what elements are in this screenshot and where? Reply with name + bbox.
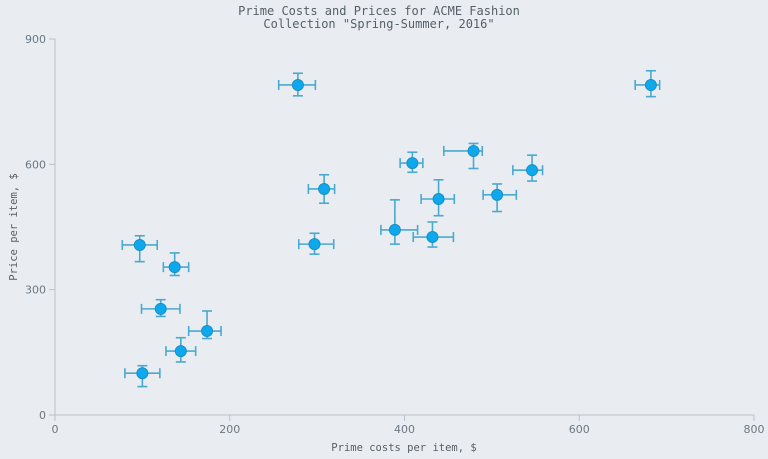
x-tick-label: 0 bbox=[52, 423, 59, 436]
point-marker[interactable] bbox=[526, 164, 539, 177]
point-marker[interactable] bbox=[318, 182, 331, 195]
x-tick-label: 200 bbox=[219, 423, 240, 436]
y-axis-ticks: 0 300 600 900 bbox=[25, 33, 55, 422]
x-axis-ticks: 0 200 400 600 800 bbox=[52, 415, 765, 436]
data-point[interactable] bbox=[482, 183, 518, 213]
data-point[interactable] bbox=[512, 154, 544, 182]
data-point[interactable] bbox=[121, 234, 159, 263]
y-tick-label: 300 bbox=[25, 284, 46, 297]
point-marker[interactable] bbox=[291, 78, 304, 91]
point-marker[interactable] bbox=[426, 231, 439, 244]
point-marker[interactable] bbox=[467, 144, 480, 157]
data-point[interactable] bbox=[277, 72, 317, 97]
point-marker[interactable] bbox=[133, 238, 146, 251]
point-marker[interactable] bbox=[388, 223, 401, 236]
x-tick-label: 800 bbox=[744, 423, 765, 436]
data-point[interactable] bbox=[443, 142, 484, 170]
data-point[interactable] bbox=[297, 232, 335, 255]
point-marker[interactable] bbox=[491, 188, 504, 201]
data-point[interactable] bbox=[124, 364, 161, 388]
x-tick-label: 400 bbox=[394, 423, 415, 436]
data-point[interactable] bbox=[307, 173, 336, 204]
chart-title-line-1: Prime Costs and Prices for ACME Fashion bbox=[238, 4, 520, 18]
point-marker[interactable] bbox=[154, 302, 167, 315]
data-point[interactable] bbox=[165, 336, 197, 363]
data-point[interactable] bbox=[399, 151, 424, 174]
y-axis-label: Price per item, $ bbox=[8, 173, 20, 280]
data-point[interactable] bbox=[412, 221, 455, 248]
chart-title: Prime Costs and Prices for ACME Fashion … bbox=[238, 4, 520, 31]
axes: 0 300 600 900 0 200 400 600 800 Prime costs per… bbox=[8, 33, 765, 454]
data-point[interactable] bbox=[140, 298, 181, 318]
data-point[interactable] bbox=[162, 252, 190, 277]
point-marker[interactable] bbox=[168, 261, 181, 274]
point-marker[interactable] bbox=[432, 193, 445, 206]
x-tick-label: 600 bbox=[569, 423, 590, 436]
point-marker[interactable] bbox=[174, 345, 187, 358]
data-point[interactable] bbox=[187, 310, 222, 340]
data-series bbox=[121, 69, 661, 388]
data-point[interactable] bbox=[380, 199, 419, 245]
point-marker[interactable] bbox=[201, 325, 214, 338]
point-marker[interactable] bbox=[406, 157, 419, 170]
y-tick-label: 600 bbox=[25, 158, 46, 171]
point-marker[interactable] bbox=[308, 238, 321, 251]
y-tick-label: 0 bbox=[39, 409, 46, 422]
data-point[interactable] bbox=[634, 69, 661, 98]
data-point[interactable] bbox=[420, 178, 456, 217]
y-tick-label: 900 bbox=[25, 33, 46, 46]
x-axis-label: Prime costs per item, $ bbox=[331, 442, 476, 454]
point-marker[interactable] bbox=[644, 78, 657, 91]
chart-title-line-2: Collection "Spring-Summer, 2016" bbox=[263, 17, 494, 31]
point-marker[interactable] bbox=[136, 367, 149, 380]
